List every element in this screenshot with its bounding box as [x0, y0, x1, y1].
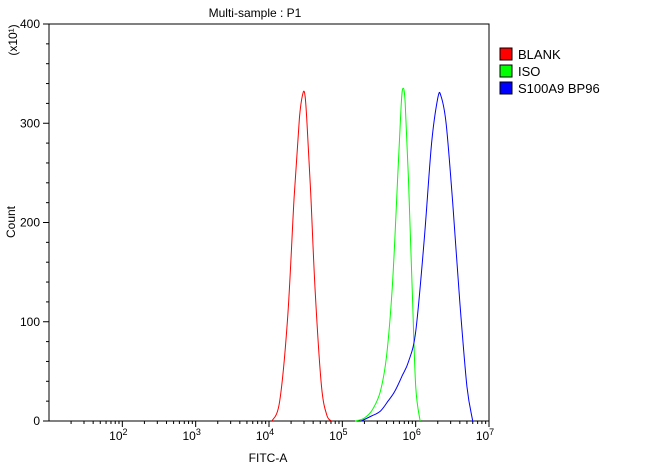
x-tick-exponent: 4 — [269, 427, 274, 437]
y-tick-label: 0 — [33, 414, 40, 428]
x-axis-title: FITC-A — [249, 451, 288, 465]
legend-swatch-blank — [499, 47, 513, 61]
y-tick-label: 200 — [20, 216, 40, 230]
legend-label-iso: ISO — [518, 64, 540, 79]
legend-label-s100a9-bp96: S100A9 BP96 — [518, 81, 600, 96]
y-axis-title: Count — [4, 205, 18, 238]
x-tick-label: 104 — [256, 427, 274, 443]
y-tick-label: 300 — [20, 116, 40, 130]
series-line-blank — [271, 90, 333, 422]
x-tick-label: 106 — [402, 427, 420, 443]
x-tick-label: 103 — [182, 427, 200, 443]
x-tick-exponent: 3 — [196, 427, 201, 437]
legend-label-blank: BLANK — [518, 47, 561, 62]
x-tick-label: 105 — [329, 427, 347, 443]
chart-title: Multi-sample : P1 — [209, 6, 302, 20]
x-tick-exponent: 2 — [123, 427, 128, 437]
x-tick-exponent: 5 — [343, 427, 348, 437]
legend-swatch-s100a9-bp96 — [499, 81, 513, 95]
y-tick-label: 400 — [20, 17, 40, 31]
series-line-iso — [355, 87, 421, 422]
y-multiplier-label: (x10¹) — [6, 24, 20, 55]
x-tick-label: 102 — [109, 427, 127, 443]
x-tick-label: 107 — [476, 427, 494, 443]
plot-frame — [48, 23, 490, 422]
x-tick-exponent: 7 — [489, 427, 494, 437]
y-tick-label: 100 — [20, 315, 40, 329]
legend-swatch-iso — [499, 64, 513, 78]
x-tick-exponent: 6 — [416, 427, 421, 437]
series-line-s100a9-bp96 — [360, 91, 474, 422]
